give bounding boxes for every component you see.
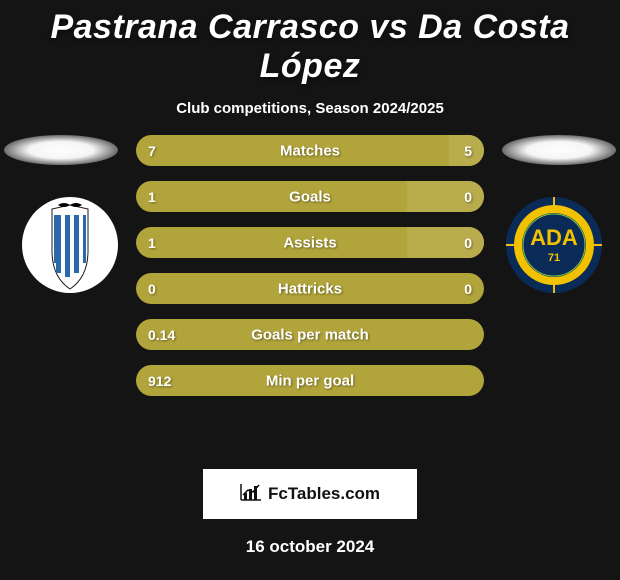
- stat-label: Goals per match: [136, 326, 484, 343]
- stat-bars: 75Matches 10Goals 10Assists 00Hattricks 0.14…: [136, 135, 484, 396]
- club-badge-right: ADA 71: [504, 195, 604, 295]
- stat-label: Min per goal: [136, 372, 484, 389]
- stat-label: Hattricks: [136, 280, 484, 297]
- svg-text:71: 71: [548, 252, 560, 264]
- spotlight-left: [4, 135, 118, 165]
- chart-icon: [240, 483, 262, 506]
- subtitle: Club competitions, Season 2024/2025: [0, 100, 620, 117]
- stat-label: Matches: [136, 142, 484, 159]
- stat-label: Assists: [136, 234, 484, 251]
- footer-text: FcTables.com: [268, 484, 380, 504]
- comparison-stage: ADA 71 75Matches 10Goals 10Assists 00Hattri…: [0, 135, 620, 445]
- svg-text:ADA: ADA: [530, 225, 578, 250]
- stat-label: Goals: [136, 188, 484, 205]
- stat-bar: 0.14Goals per match: [136, 319, 484, 350]
- date-label: 16 october 2024: [0, 537, 620, 557]
- page-title: Pastrana Carrasco vs Da Costa López: [0, 0, 620, 86]
- club-badge-left: [20, 195, 120, 295]
- spotlight-right: [502, 135, 616, 165]
- club-right-icon: ADA 71: [504, 195, 604, 295]
- stat-bar: 10Assists: [136, 227, 484, 258]
- footer-badge[interactable]: FcTables.com: [203, 469, 417, 519]
- stat-bar: 75Matches: [136, 135, 484, 166]
- stat-bar: 10Goals: [136, 181, 484, 212]
- club-left-icon: [20, 195, 120, 295]
- stat-bar: 00Hattricks: [136, 273, 484, 304]
- stat-bar: 912Min per goal: [136, 365, 484, 396]
